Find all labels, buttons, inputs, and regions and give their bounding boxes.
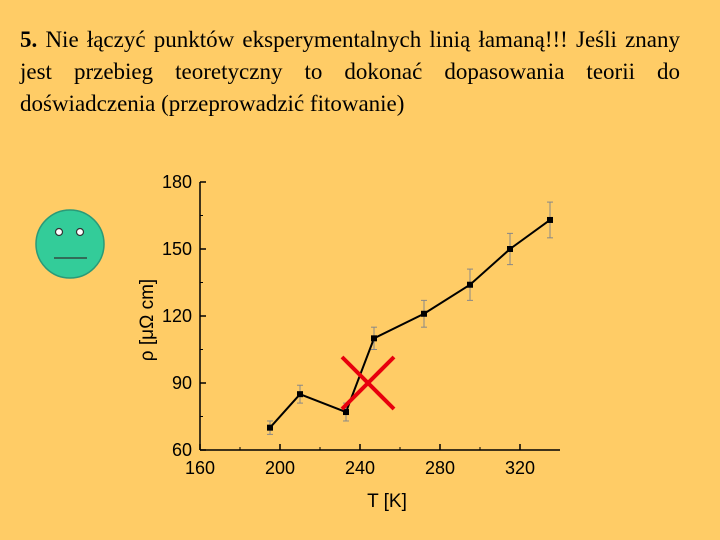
y-axis-title: ρ [μΩ cm] xyxy=(137,279,158,361)
cross-mark-stroke xyxy=(340,355,396,411)
y-tick-label: 60 xyxy=(172,440,192,460)
x-tick-label: 240 xyxy=(345,458,375,478)
x-tick-label: 320 xyxy=(505,458,535,478)
data-point xyxy=(507,246,513,252)
series-line xyxy=(269,219,551,429)
slide-body-text: Nie łączyć punktów eksperymentalnych lin… xyxy=(20,27,681,116)
neutral-smiley-icon xyxy=(35,209,105,279)
chart-ticks: 160 200 240 280 320 60 90 120 150 180 xyxy=(162,172,535,478)
data-point xyxy=(547,216,553,223)
x-tick-label: 280 xyxy=(425,458,455,478)
slide-text: 5. Nie łączyć punktów eksperymentalnych … xyxy=(20,24,680,120)
data-point xyxy=(267,424,273,431)
y-tick-label: 90 xyxy=(172,373,192,393)
y-tick-label: 180 xyxy=(162,172,192,192)
x-axis-title: T [K] xyxy=(367,491,407,512)
annotation-layer xyxy=(340,355,396,411)
x-tick-label: 160 xyxy=(185,458,215,478)
data-point xyxy=(467,281,473,288)
data-point xyxy=(343,409,349,416)
data-point xyxy=(297,391,303,398)
series-layer xyxy=(267,201,553,435)
y-tick-label: 150 xyxy=(162,239,192,259)
x-tick-label: 200 xyxy=(265,458,295,478)
data-point xyxy=(421,310,427,317)
data-point xyxy=(371,335,377,342)
resistivity-chart: 160 200 240 280 320 60 90 120 150 180 T [K] ρ [μΩ… xyxy=(137,172,560,512)
item-number: 5. xyxy=(20,27,38,52)
y-tick-label: 120 xyxy=(162,306,192,326)
chart-axes xyxy=(199,182,560,451)
